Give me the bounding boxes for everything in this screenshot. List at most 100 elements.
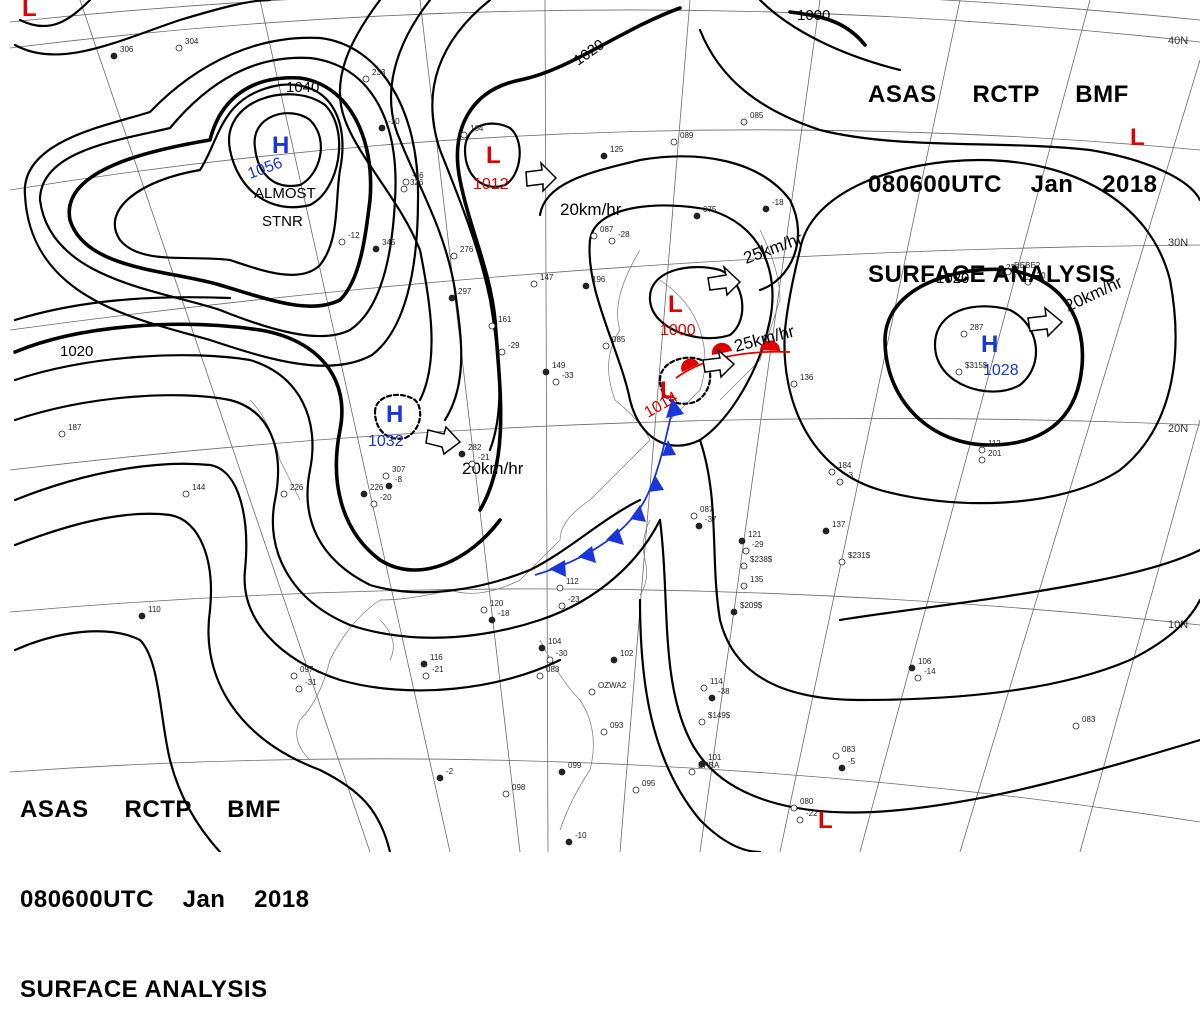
station-value: -28 <box>618 230 630 239</box>
station-value: -21 <box>478 453 490 462</box>
station-value: -20 <box>380 493 392 502</box>
station-marker <box>836 478 844 486</box>
isobar-north-pacific-2 <box>758 0 902 72</box>
station-marker <box>742 547 750 555</box>
station-value: 147 <box>540 273 554 282</box>
grid-latitude-40n <box>9 9 1200 49</box>
station-value: 125 <box>610 145 624 154</box>
low-north-letter: L <box>486 142 501 169</box>
station-value: 135 <box>750 575 764 584</box>
station-marker <box>542 368 550 376</box>
low-corner-letter: L <box>22 0 37 22</box>
station-marker <box>610 656 618 664</box>
station-value: 112 <box>988 439 1001 448</box>
station-marker <box>565 838 573 846</box>
cold-front-barb <box>662 440 676 456</box>
station-marker <box>290 672 298 680</box>
station-value: $149$ <box>708 711 731 720</box>
station-value: 104 <box>548 637 562 646</box>
grid-latitude-10n <box>9 588 1200 626</box>
station-marker <box>556 584 564 592</box>
isobars <box>13 0 1200 852</box>
station-value: $315$ <box>965 361 988 370</box>
station-value: -33 <box>562 371 574 380</box>
station-marker <box>693 212 701 220</box>
isobar-east-1 <box>698 438 1200 702</box>
station-value: 196 <box>592 275 606 284</box>
station-value: 085 <box>612 335 626 344</box>
station-value: -23 <box>568 595 580 604</box>
isobar-japan-low-inner <box>648 266 744 340</box>
station-marker <box>488 322 496 330</box>
cold-front-barb <box>606 528 624 545</box>
isobar-1020-north <box>455 6 682 512</box>
isobar-mongolia-1048 <box>113 83 344 276</box>
cold-front-barb <box>666 398 684 418</box>
station-marker <box>480 606 488 614</box>
station-value: 226 <box>290 483 304 492</box>
station-marker <box>602 342 610 350</box>
station-marker <box>708 694 716 702</box>
station-value: 201 <box>988 449 1002 458</box>
station-marker <box>370 500 378 508</box>
station-value: OZWA2 <box>598 681 627 690</box>
lat-label-20n: 20N <box>1168 423 1188 435</box>
isobar-mongolia-1032 <box>23 36 420 367</box>
station-value: 102 <box>620 649 634 658</box>
station-value: 087 <box>700 505 714 514</box>
title-year: 2018 <box>254 886 310 913</box>
station-marker <box>460 131 468 139</box>
grid-meridian-6 <box>699 0 821 852</box>
station-marker <box>828 468 836 476</box>
station-marker <box>558 768 566 776</box>
station-marker <box>362 75 370 83</box>
station-value: -21 <box>432 665 444 674</box>
station-marker <box>448 294 456 302</box>
low-japan-letter: L <box>668 291 683 318</box>
station-marker <box>978 456 986 464</box>
lat-label-30n: 30N <box>1168 237 1188 249</box>
station-value: 083 <box>546 665 560 674</box>
high-south-china-letter: H <box>386 401 403 428</box>
title-line-3: SURFACE ANALYSIS <box>868 261 1116 288</box>
warm-front-semicircle <box>760 340 781 351</box>
lat-long-grid <box>9 0 1200 852</box>
station-marker <box>838 558 846 566</box>
station-marker <box>695 522 703 530</box>
station-marker <box>790 380 798 388</box>
station-value: 087 <box>600 225 614 234</box>
station-value: 095 <box>642 779 656 788</box>
station-marker <box>1072 722 1080 730</box>
low-south-letter: L <box>818 807 833 834</box>
station-value: DEBE2 <box>1014 261 1041 270</box>
station-marker <box>588 688 596 696</box>
grid-latitude-0 <box>9 758 1200 823</box>
coastline-korea <box>659 279 706 421</box>
isobar-north-trough-2 <box>389 0 463 422</box>
station-value: 287 <box>970 323 984 332</box>
isobar-pacific-high-inner <box>933 305 1038 393</box>
station-value: $231$ <box>848 551 871 560</box>
title-agency: ASAS <box>20 796 89 823</box>
station-marker <box>402 178 410 186</box>
title-bmf: BMF <box>227 796 281 823</box>
station-value: -12 <box>348 231 360 240</box>
isobar-label-1020-south: 1020 <box>60 343 93 360</box>
isobar-south-5 <box>13 630 222 852</box>
isobar-south-4 <box>13 512 392 852</box>
isobar-south-1 <box>13 354 642 594</box>
station-marker <box>538 644 546 652</box>
arrow-china-high <box>425 425 462 456</box>
grid-latitude-45n <box>9 0 1200 23</box>
station-value: -8 <box>395 475 403 484</box>
grid-meridian-10 <box>1079 419 1200 852</box>
isobar-north-trough-1 <box>338 0 433 402</box>
coastline-philippines <box>539 639 594 831</box>
station-value: 080 <box>800 797 814 806</box>
grid-latitude-35n <box>9 129 1200 191</box>
latitude-labels: 40N 30N 20N 10N <box>1168 35 1188 631</box>
cold-front-barb <box>578 546 596 563</box>
isobar-mongolia-inner-2 <box>227 93 341 209</box>
isobar-south-china-high-dashed <box>373 393 422 440</box>
station-marker <box>360 490 368 498</box>
